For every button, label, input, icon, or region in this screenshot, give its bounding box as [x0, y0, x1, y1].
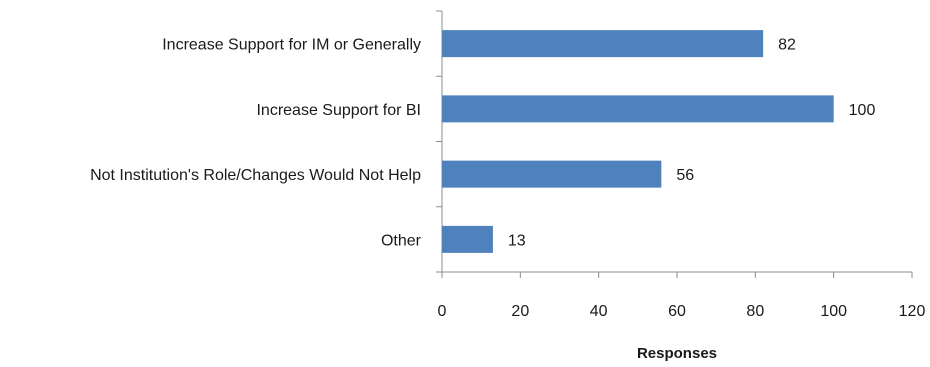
bar — [442, 95, 834, 123]
category-label: Increase Support for IM or Generally — [162, 37, 421, 54]
bar — [442, 30, 764, 58]
x-tick-label: 40 — [590, 303, 608, 320]
x-tick-label: 120 — [899, 303, 926, 320]
data-label: 13 — [508, 232, 526, 249]
category-label: Other — [381, 232, 422, 249]
bars — [442, 30, 834, 253]
data-label: 56 — [676, 167, 694, 184]
x-tick-label: 20 — [511, 303, 529, 320]
category-label: Increase Support for BI — [256, 102, 421, 119]
x-tick-label: 80 — [746, 303, 764, 320]
data-label: 82 — [778, 37, 796, 54]
bar — [442, 160, 662, 188]
x-tick-label: 60 — [668, 303, 686, 320]
x-tick-label: 100 — [820, 303, 847, 320]
x-tick-label: 0 — [438, 303, 447, 320]
x-axis-title: Responses — [637, 345, 717, 362]
labels: 0 20 40 60 80 100 120 Increase Support for IM o… — [90, 37, 925, 320]
category-label: Not Institution's Role/Changes Would Not… — [90, 167, 421, 184]
bar — [442, 225, 493, 253]
data-label: 100 — [849, 102, 876, 119]
